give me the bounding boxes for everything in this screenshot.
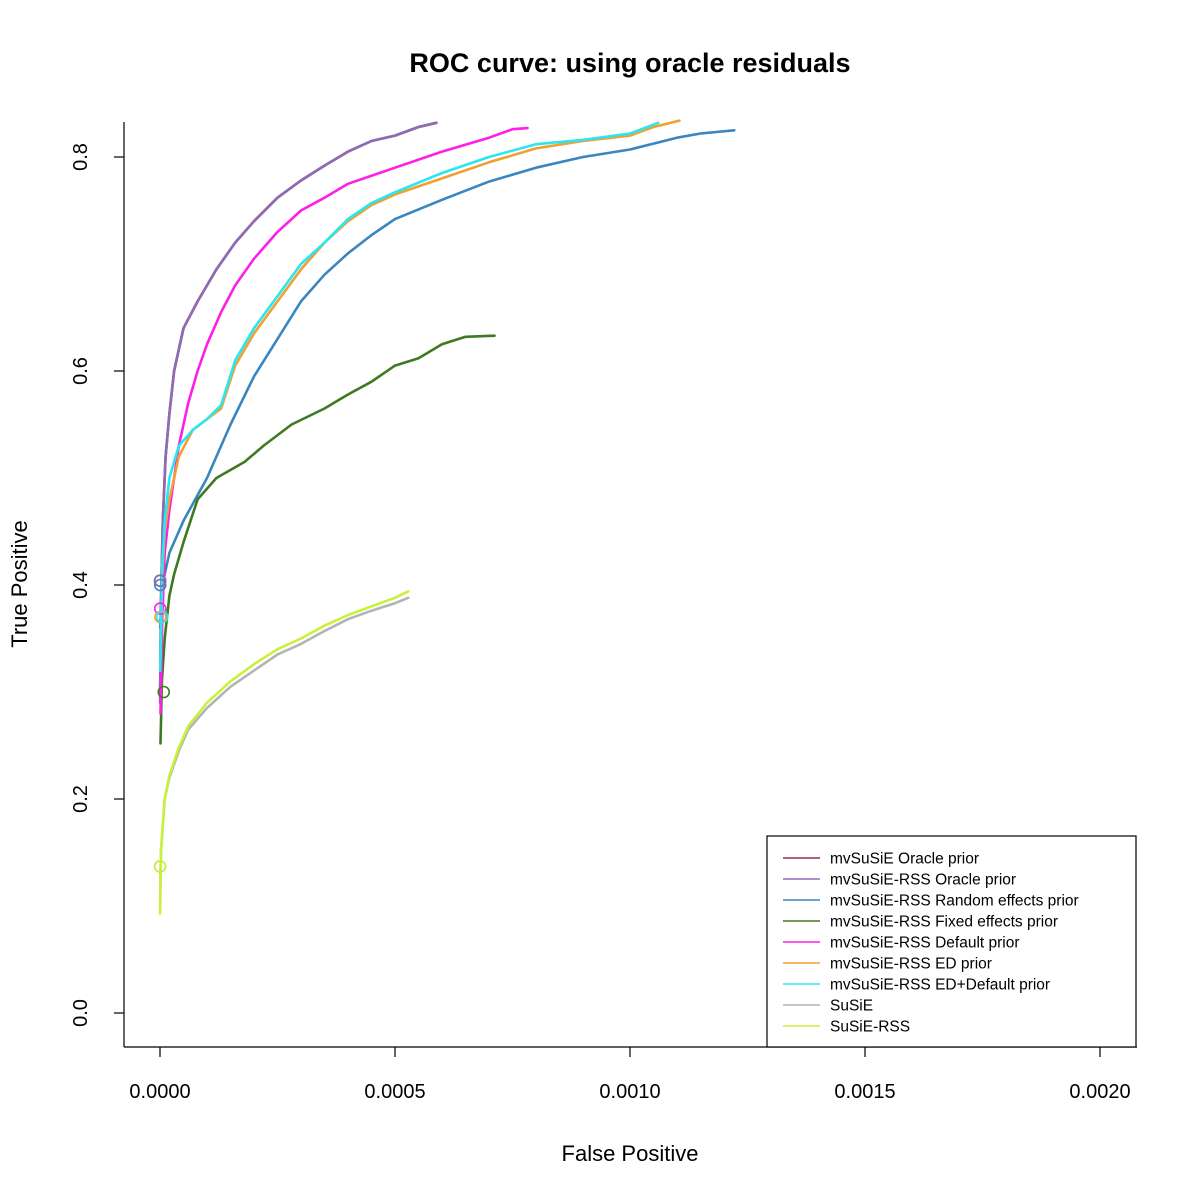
x-tick-label: 0.0010 [599, 1081, 660, 1103]
chart-title: ROC curve: using oracle residuals [409, 48, 850, 78]
series-line-1 [158, 121, 438, 705]
legend-entry: mvSuSiE-RSS Fixed effects prior [830, 914, 1058, 931]
series-line-8 [158, 590, 410, 915]
legend: mvSuSiE Oracle prior mvSuSiE-RSS Oracle p… [766, 835, 1137, 1048]
series-marker-4 [153, 602, 167, 615]
y-tick-label: 0.4 [70, 571, 92, 599]
series-marker-1 [153, 574, 167, 588]
series-marker-8 [153, 860, 167, 873]
y-tick-label: 0.0 [70, 999, 92, 1027]
series-line-4 [159, 126, 529, 715]
y-tick-label: 0.6 [70, 357, 92, 385]
legend-entry: mvSuSiE-RSS Default prior [830, 935, 1020, 952]
series-lines [158, 119, 736, 915]
x-tick-label: 0.0000 [129, 1081, 190, 1103]
axes: 0.0000 0.0005 0.0010 0.0015 0.0020 0.0 0.2 0.4 0… [70, 122, 1137, 1103]
series-marker-3 [157, 685, 171, 699]
legend-entry: mvSuSiE-RSS Random effects prior [830, 893, 1079, 910]
legend-entry: mvSuSiE-RSS Oracle prior [830, 872, 1016, 889]
legend-entry: SuSiE [830, 998, 873, 1015]
series-line-5 [159, 119, 681, 662]
legend-entry: mvSuSiE Oracle prior [830, 851, 979, 868]
x-axis-label: False Positive [562, 1141, 699, 1166]
x-tick-label: 0.0020 [1069, 1081, 1130, 1103]
series-marker-2 [153, 578, 167, 592]
legend-entry: mvSuSiE-RSS ED+Default prior [830, 977, 1050, 994]
series-markers [153, 574, 171, 873]
series-line-6 [158, 121, 660, 672]
legend-entry: mvSuSiE-RSS ED prior [830, 956, 992, 973]
series-line-2 [158, 129, 736, 630]
y-axis-label: True Positive [7, 520, 32, 648]
series-line-3 [159, 334, 496, 745]
series-marker-6 [156, 610, 169, 624]
legend-entry: SuSiE-RSS [830, 1019, 910, 1036]
legend-box [766, 835, 1137, 1048]
x-tick-label: 0.0005 [364, 1081, 425, 1103]
y-tick-label: 0.8 [70, 143, 92, 171]
x-tick-label: 0.0015 [834, 1081, 895, 1103]
y-tick-label: 0.2 [70, 785, 92, 813]
